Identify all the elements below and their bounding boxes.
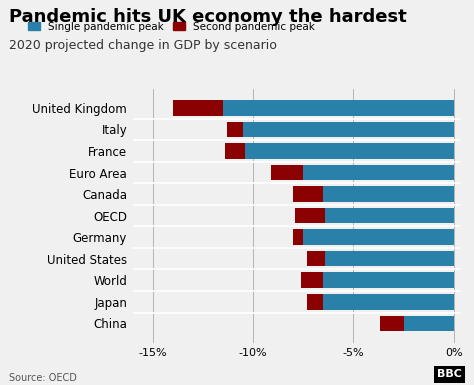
Bar <box>173 100 223 116</box>
Bar <box>173 100 454 116</box>
Bar <box>227 122 454 137</box>
Bar <box>301 273 454 288</box>
Bar <box>293 186 454 202</box>
Bar <box>293 229 454 245</box>
Bar <box>227 122 243 137</box>
Text: 2020 projected change in GDP by scenario: 2020 projected change in GDP by scenario <box>9 38 277 52</box>
Text: BBC: BBC <box>438 369 462 379</box>
Bar <box>225 143 454 159</box>
Bar <box>307 251 454 266</box>
Bar <box>293 229 303 245</box>
Bar <box>295 208 454 223</box>
Bar <box>307 251 325 266</box>
Bar <box>271 165 303 180</box>
Bar <box>301 273 323 288</box>
Legend: Single pandemic peak, Second pandemic peak: Single pandemic peak, Second pandemic pe… <box>23 18 319 36</box>
Bar <box>293 186 323 202</box>
Bar <box>225 143 245 159</box>
Bar <box>307 294 454 310</box>
Bar <box>271 165 454 180</box>
Bar <box>380 316 403 331</box>
Text: Source: OECD: Source: OECD <box>9 373 77 383</box>
Bar <box>307 294 323 310</box>
Bar <box>295 208 325 223</box>
Text: Pandemic hits UK economy the hardest: Pandemic hits UK economy the hardest <box>9 8 407 26</box>
Bar <box>380 316 454 331</box>
